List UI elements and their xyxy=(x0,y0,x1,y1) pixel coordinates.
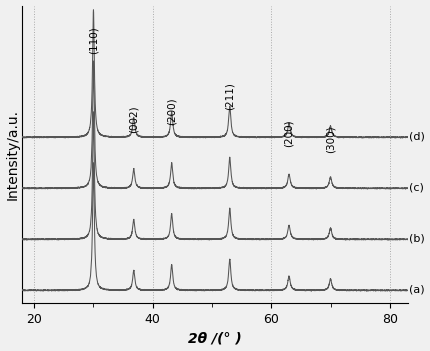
Text: (211): (211) xyxy=(225,82,235,111)
Text: (200): (200) xyxy=(284,120,294,147)
Text: (c): (c) xyxy=(409,183,424,192)
Text: (b): (b) xyxy=(409,233,424,244)
Y-axis label: Intensity/a.u.: Intensity/a.u. xyxy=(6,109,19,200)
X-axis label: 2θ /(° ): 2θ /(° ) xyxy=(188,331,242,345)
Text: (a): (a) xyxy=(409,285,424,294)
Text: (110): (110) xyxy=(89,26,98,54)
Text: (200): (200) xyxy=(167,97,177,125)
Text: (002): (002) xyxy=(129,106,139,133)
Text: (300): (300) xyxy=(326,125,335,153)
Text: (d): (d) xyxy=(409,132,424,141)
